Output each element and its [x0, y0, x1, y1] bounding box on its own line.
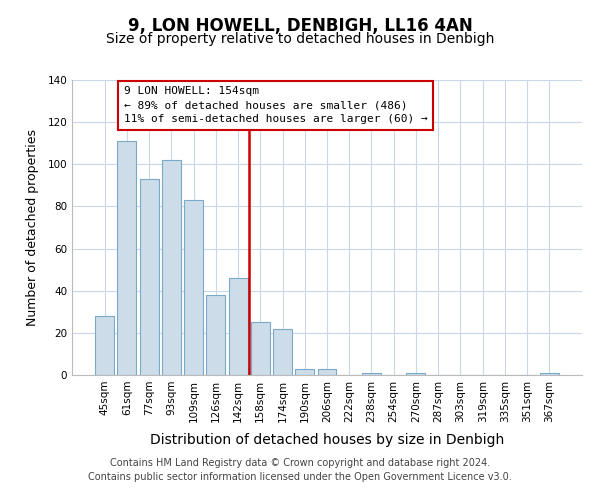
Text: Contains HM Land Registry data © Crown copyright and database right 2024.: Contains HM Land Registry data © Crown c… — [110, 458, 490, 468]
Bar — [95, 316, 114, 375]
Bar — [251, 322, 270, 375]
Bar — [295, 368, 314, 375]
Bar — [162, 160, 181, 375]
Text: 9 LON HOWELL: 154sqm
← 89% of detached houses are smaller (486)
11% of semi-deta: 9 LON HOWELL: 154sqm ← 89% of detached h… — [124, 86, 427, 124]
Bar — [229, 278, 248, 375]
Bar — [317, 368, 337, 375]
Y-axis label: Number of detached properties: Number of detached properties — [26, 129, 39, 326]
Bar — [140, 179, 158, 375]
Bar — [362, 373, 381, 375]
Bar — [118, 141, 136, 375]
X-axis label: Distribution of detached houses by size in Denbigh: Distribution of detached houses by size … — [150, 433, 504, 447]
Bar — [273, 328, 292, 375]
Bar — [206, 295, 225, 375]
Text: Size of property relative to detached houses in Denbigh: Size of property relative to detached ho… — [106, 32, 494, 46]
Text: Contains public sector information licensed under the Open Government Licence v3: Contains public sector information licen… — [88, 472, 512, 482]
Text: 9, LON HOWELL, DENBIGH, LL16 4AN: 9, LON HOWELL, DENBIGH, LL16 4AN — [128, 18, 472, 36]
Bar — [184, 200, 203, 375]
Bar — [406, 373, 425, 375]
Bar — [540, 373, 559, 375]
